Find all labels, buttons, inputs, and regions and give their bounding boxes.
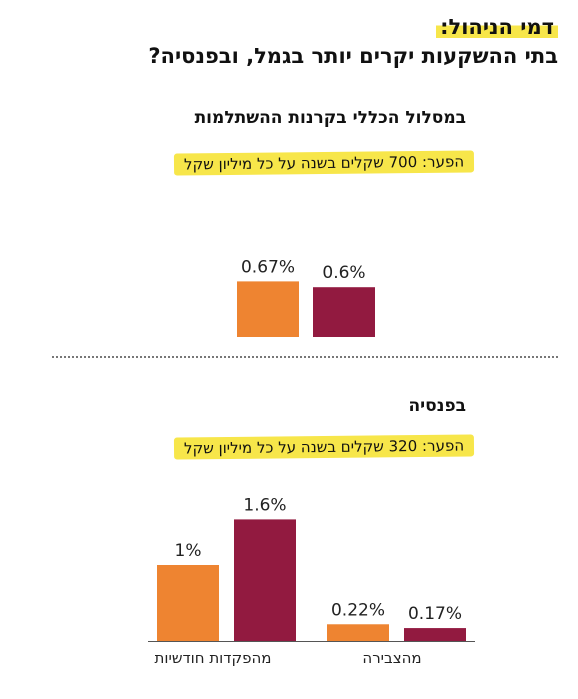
- bar-value-label: 0.22%: [331, 600, 385, 620]
- section-title-pension: בפנסיה: [408, 396, 467, 416]
- chart-title-block: דמי הניהול: בתי ההשקעות יקרים יותר בגמל,…: [148, 14, 558, 70]
- category-label: מהצבירה: [362, 649, 421, 667]
- bar-1-0-0: [157, 565, 219, 641]
- section-title-study-funds: במסלול הכללי בקרנות ההשתלמות: [194, 108, 466, 128]
- bar-value-label: 0.6%: [322, 263, 365, 283]
- bar-0-0-1: [313, 287, 375, 337]
- bar-0-0-0: [237, 281, 299, 337]
- bar-value-label: 1%: [175, 541, 202, 561]
- bar-value-label: 1.6%: [243, 495, 286, 515]
- bar-1-1-1: [404, 628, 466, 641]
- chart-title-highlight: דמי הניהול:: [436, 14, 558, 40]
- section-divider: [52, 356, 558, 358]
- bar-value-label: 0.67%: [241, 257, 295, 277]
- bar-value-label: 0.17%: [408, 604, 462, 624]
- bar-1-1-0: [327, 624, 389, 641]
- category-label: מהפקדות חודשיות: [155, 649, 272, 667]
- chart-title: בתי ההשקעות יקרים יותר בגמל, ובפנסיה?: [148, 44, 558, 68]
- bar-1-0-1: [234, 519, 296, 641]
